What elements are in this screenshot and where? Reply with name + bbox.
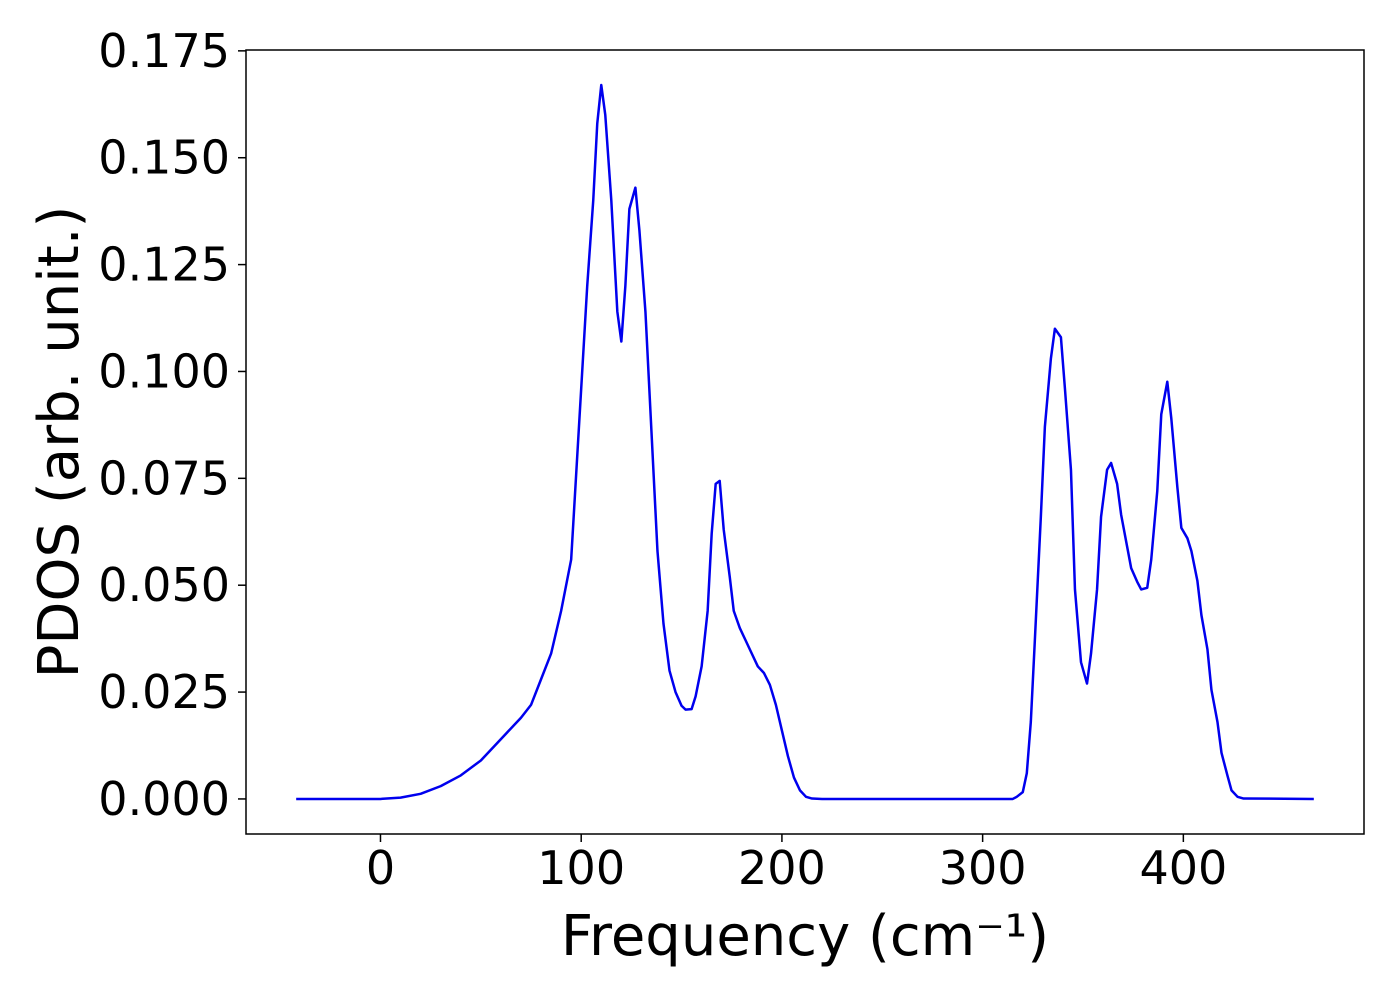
y-tick-label: 0.025 — [98, 665, 230, 719]
x-tick-label: 0 — [366, 841, 395, 895]
y-tick-label: 0.050 — [98, 558, 230, 612]
y-axis-label: PDOS (arb. unit.) — [27, 206, 92, 679]
y-tick-label: 0.000 — [98, 772, 230, 826]
y-tick-label: 0.125 — [98, 238, 230, 292]
axes-frame — [245, 49, 1365, 835]
y-tick-label: 0.075 — [98, 451, 230, 505]
data-line — [296, 83, 1314, 801]
y-tick-label: 0.100 — [98, 344, 230, 398]
y-tick-label: 0.150 — [98, 131, 230, 185]
x-tick-label: 100 — [537, 841, 625, 895]
x-axis-label: Frequency (cm⁻¹) — [561, 904, 1049, 969]
x-tick-label: 200 — [738, 841, 826, 895]
y-tick-label: 0.175 — [98, 24, 230, 78]
x-tick-label: 300 — [939, 841, 1027, 895]
x-tick-label: 400 — [1139, 841, 1227, 895]
